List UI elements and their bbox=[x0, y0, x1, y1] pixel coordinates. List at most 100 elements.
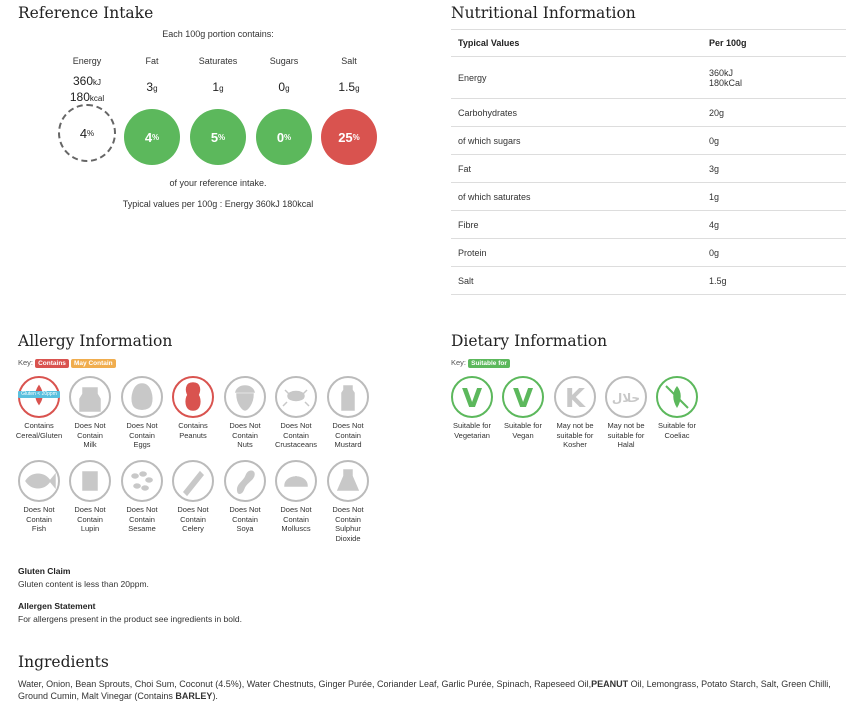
ri-percent-circle: 4% bbox=[124, 109, 180, 165]
ri-label: Saturates bbox=[198, 56, 238, 66]
dietary-label: Halal bbox=[617, 440, 635, 449]
allergen-label: Contain bbox=[232, 514, 258, 524]
dietary-label: Vegetarian bbox=[454, 430, 490, 440]
nutrient-value: 4g bbox=[702, 210, 846, 239]
reference-intake-title: Reference Intake bbox=[18, 4, 154, 22]
ri-fat: Fat 3g 4% bbox=[120, 56, 184, 165]
allergen-label: Contain bbox=[335, 430, 361, 440]
allergen-item: Does Not Contain Milk bbox=[64, 376, 116, 450]
ri-percent: 4 bbox=[144, 129, 153, 145]
ingredients-allergen: BARLEY bbox=[175, 691, 213, 701]
dietary-item: Suitable for Coeliac bbox=[651, 376, 703, 440]
svg-text:حلال: حلال bbox=[612, 391, 640, 405]
nutrient-label: Salt bbox=[451, 266, 702, 295]
allergy-key: Key: Contains May Contain bbox=[18, 358, 116, 368]
ri-amount-value: 3 bbox=[146, 80, 154, 94]
allergen-label: Contain bbox=[77, 430, 103, 440]
dietary-label: suitable for bbox=[556, 430, 594, 440]
ri-unit: g bbox=[153, 84, 158, 93]
halal-icon: حلال bbox=[605, 376, 647, 418]
table-row: Protein 0g bbox=[451, 238, 846, 267]
table-row: Carbohydrates 20g bbox=[451, 98, 846, 127]
dietary-title: Dietary Information bbox=[451, 332, 608, 350]
allergen-label: Fish bbox=[31, 524, 47, 533]
allergen-label: Contains bbox=[24, 421, 54, 430]
allergen-item: Does Not Contain Nuts bbox=[219, 376, 271, 450]
dietary-label: suitable for bbox=[607, 430, 645, 440]
key-contains-badge: Contains bbox=[35, 359, 69, 368]
allergen-item: Does Not Contain Soya bbox=[219, 460, 271, 534]
ingredients-title: Ingredients bbox=[18, 653, 109, 671]
allergen-item: Does Not Contain Sulphur Dioxide bbox=[322, 460, 374, 543]
table-row: of which saturates 1g bbox=[451, 182, 846, 211]
svg-text:K: K bbox=[565, 384, 586, 414]
crab-icon bbox=[275, 376, 317, 418]
allergen-label: Contains bbox=[178, 421, 208, 430]
key-suitable-badge: Suitable for bbox=[468, 359, 510, 368]
ri-percent: 25 bbox=[338, 129, 353, 145]
nutrient-value: 0g bbox=[702, 238, 846, 267]
allergen-label: Does Not bbox=[332, 505, 364, 514]
dietary-label: Vegan bbox=[512, 430, 534, 440]
nutrient-value: 1.5g bbox=[702, 266, 846, 295]
allergen-label: Peanuts bbox=[179, 430, 207, 440]
dietary-label: Kosher bbox=[563, 440, 587, 449]
allergen-item: Does Not Contain Crustaceans bbox=[270, 376, 322, 450]
allergen-label: Molluscs bbox=[281, 524, 311, 533]
vegetarian-icon: V bbox=[451, 376, 493, 418]
allergen-label: Contain bbox=[180, 514, 206, 524]
key-may-contain-badge: May Contain bbox=[71, 359, 116, 368]
dietary-label: Suitable for bbox=[504, 421, 542, 430]
gluten-tag: Gluten < 20ppm bbox=[18, 391, 60, 398]
ri-unit: g bbox=[219, 84, 224, 93]
ingredients-allergen: PEANUT bbox=[591, 679, 629, 689]
table-header-row: Typical Values Per 100g bbox=[451, 29, 846, 57]
table-row: Fat 3g bbox=[451, 154, 846, 183]
ri-percent-unit: % bbox=[352, 132, 360, 142]
dietary-key: Key: Suitable for bbox=[451, 358, 510, 368]
allergen-label: Does Not bbox=[280, 421, 312, 430]
ri-unit: g bbox=[355, 84, 360, 93]
ri-amount-value: 180 bbox=[69, 90, 90, 104]
allergen-label: Contain bbox=[129, 430, 155, 440]
ingredients-part: Water, Onion, Bean Sprouts, Choi Sum, Co… bbox=[18, 679, 592, 689]
egg-icon bbox=[121, 376, 163, 418]
ri-percent-unit: % bbox=[87, 128, 95, 138]
allergen-label: Does Not bbox=[229, 505, 261, 514]
allergen-item: Does Not Contain Fish bbox=[13, 460, 65, 534]
allergen-label: Does Not bbox=[229, 421, 261, 430]
allergen-item: Does Not Contain Celery bbox=[167, 460, 219, 534]
allergen-label: Sulphur bbox=[335, 524, 361, 533]
ingredients-part: ). bbox=[212, 691, 218, 701]
mollusc-icon bbox=[275, 460, 317, 502]
allergen-label: Contain bbox=[283, 430, 309, 440]
nutrient-label: Carbohydrates bbox=[451, 98, 702, 127]
ri-percent-unit: % bbox=[218, 132, 226, 142]
allergen-label: Does Not bbox=[23, 505, 55, 514]
allergen-label: Contain bbox=[77, 514, 103, 524]
nutrient-label: of which sugars bbox=[451, 126, 702, 155]
ri-unit: kJ bbox=[93, 78, 102, 87]
allergen-label: Does Not bbox=[126, 505, 158, 514]
ri-percent-unit: % bbox=[152, 132, 160, 142]
allergen-label: Contain bbox=[129, 514, 155, 524]
nutrient-value: 20g bbox=[702, 98, 846, 127]
allergen-label: Milk bbox=[83, 440, 97, 449]
portion-text: Each 100g portion contains: bbox=[162, 29, 274, 39]
allergen-label: Does Not bbox=[126, 421, 158, 430]
ingredients-text: Water, Onion, Bean Sprouts, Choi Sum, Co… bbox=[18, 678, 848, 702]
vegan-icon: V bbox=[502, 376, 544, 418]
gluten-claim-text: Gluten content is less than 20ppm. bbox=[18, 579, 149, 589]
allergen-label: Soya bbox=[236, 524, 254, 533]
allergen-label: Eggs bbox=[133, 440, 151, 449]
allergen-label: Cereal/Gluten bbox=[15, 430, 63, 440]
nutrient-label: Protein bbox=[451, 238, 702, 267]
allergen-item: Does Not Contain Mustard bbox=[322, 376, 374, 450]
ri-label: Sugars bbox=[269, 56, 299, 66]
ri-label: Salt bbox=[341, 56, 357, 66]
ri-amount: 3g bbox=[120, 74, 184, 106]
fish-icon bbox=[18, 460, 60, 502]
allergen-label: Sesame bbox=[128, 524, 156, 533]
allergen-label: Does Not bbox=[177, 505, 209, 514]
svg-text:V: V bbox=[513, 384, 533, 414]
